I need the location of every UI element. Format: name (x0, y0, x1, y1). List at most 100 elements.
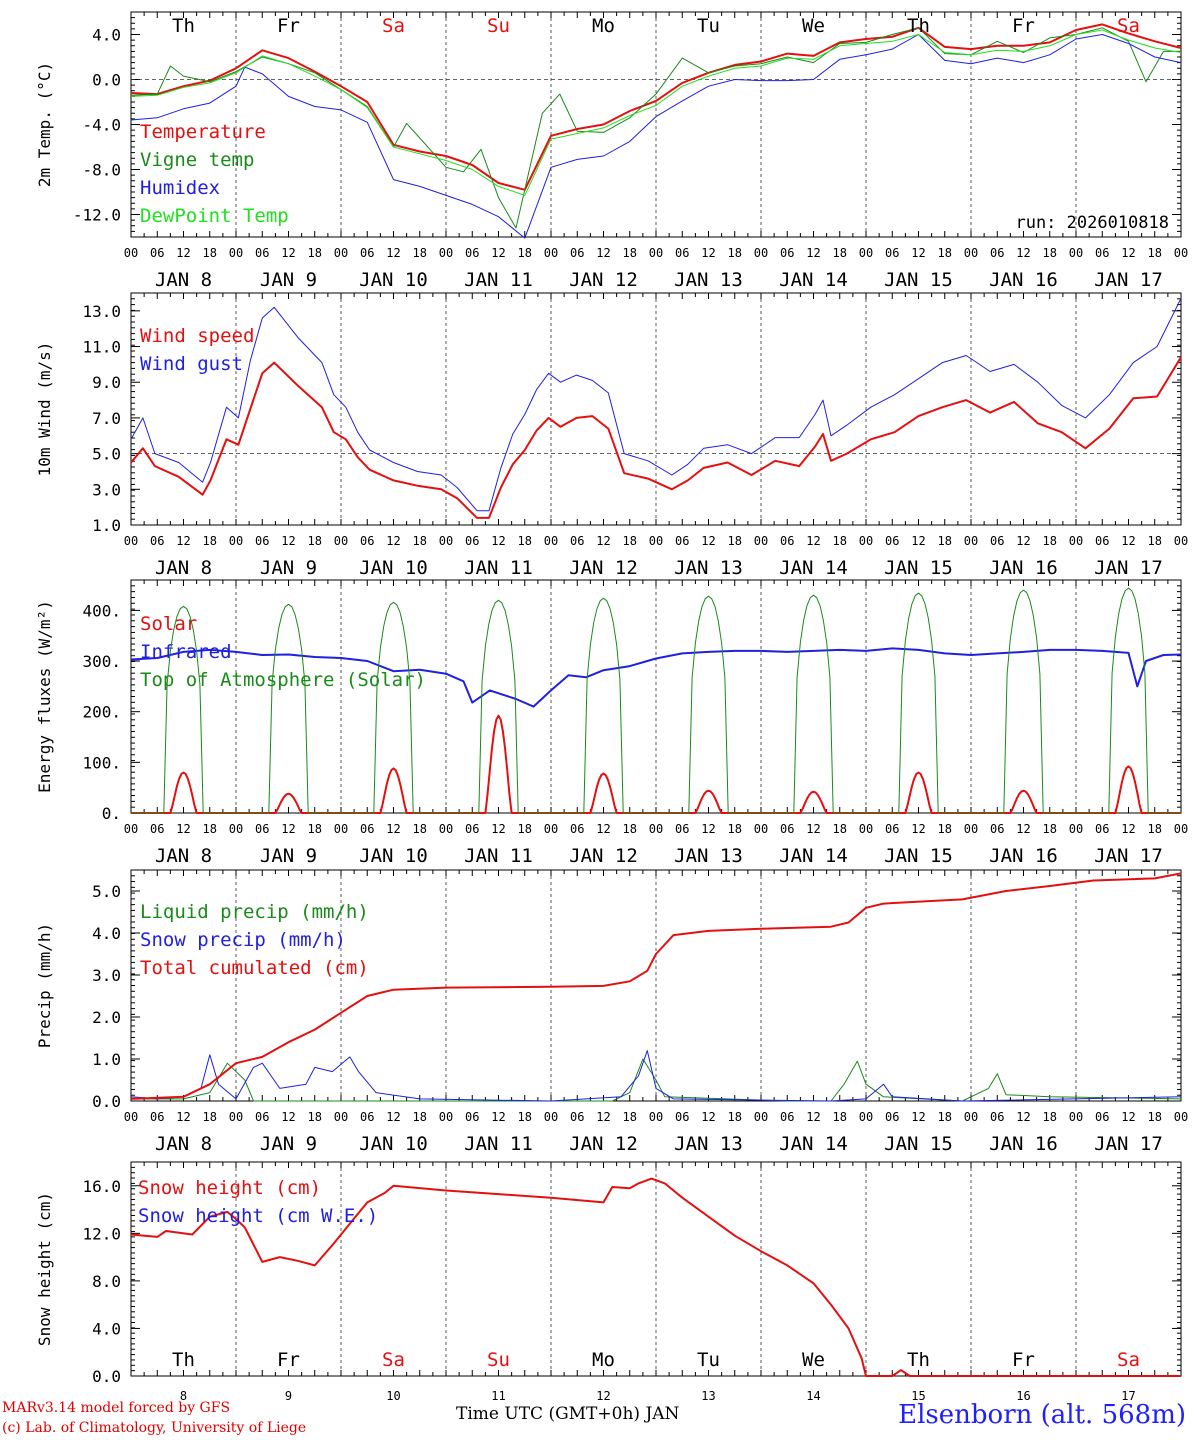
x-hour-tick-label: 00 (124, 822, 138, 836)
x-hour-tick-label: 18 (728, 534, 742, 548)
y-tick-label: 1.0 (92, 516, 121, 535)
x-hour-tick-label: 12 (491, 246, 505, 260)
x-date-label: JAN 10 (359, 1133, 428, 1155)
x-day-number-label: 11 (491, 1389, 505, 1403)
panel-snow: 16.0 12.0 8.0 4.0 0.0 Snow height (cm) Snow he… (35, 1161, 1182, 1403)
x-hour-tick-label: 18 (1148, 534, 1162, 548)
x-day-number-label: 15 (911, 1389, 925, 1403)
series-line-top-of-atmosphere-solar (131, 587, 1181, 814)
x-hour-tick-label: 12 (911, 534, 925, 548)
x-day-number-label: 10 (386, 1389, 400, 1403)
x-hour-tick-label: 06 (360, 1110, 374, 1124)
x-date-label: JAN 8 (155, 269, 212, 291)
x-hour-tick-label: 06 (255, 1110, 269, 1124)
x-hour-tick-label: 06 (675, 534, 689, 548)
y-tick-label: 0.0 (92, 1367, 121, 1386)
y-tick-label: -8.0 (82, 161, 121, 180)
x-hour-tick-label: 00 (544, 1110, 558, 1124)
x-hour-tick-label: 12 (176, 246, 190, 260)
x-hour-tick-label: 18 (1148, 822, 1162, 836)
series-line-wind-speed (130, 356, 1182, 519)
y-tick-label: 2.0 (92, 1008, 121, 1027)
x-hour-tick-label: 18 (203, 246, 217, 260)
legend-entry: Vigne temp (140, 149, 254, 171)
x-hour-tick-label: 12 (1016, 1110, 1030, 1124)
x-hour-tick-label: 18 (413, 246, 427, 260)
y-axis-label: Precip (mm/h) (35, 923, 54, 1048)
x-hour-tick-label: 00 (544, 822, 558, 836)
legend-entry: DewPoint Temp (140, 205, 289, 227)
x-hour-tick-label: 18 (728, 246, 742, 260)
run-label: run: 2026010818 (1015, 213, 1169, 233)
x-hour-tick-label: 06 (990, 246, 1004, 260)
x-hour-tick-label: 06 (885, 246, 899, 260)
x-hour-tick-label: 06 (465, 534, 479, 548)
legend-entry: Snow height (cm) (138, 1177, 321, 1199)
x-hour-tick-label: 12 (911, 822, 925, 836)
x-hour-tick-label: 00 (859, 1110, 873, 1124)
x-hour-tick-label: 18 (623, 534, 637, 548)
x-hour-tick-label: 18 (308, 246, 322, 260)
x-hour-tick-label: 06 (990, 1110, 1004, 1124)
x-hour-tick-label: 06 (780, 1110, 794, 1124)
x-hour-tick-label: 00 (754, 822, 768, 836)
x-date-label: JAN 14 (779, 845, 848, 867)
x-hour-tick-label: 18 (623, 246, 637, 260)
legend-entry: Snow precip (mm/h) (140, 929, 346, 951)
x-hour-tick-label: 12 (281, 1110, 295, 1124)
x-hour-tick-label: 06 (150, 822, 164, 836)
x-hour-tick-label: 06 (150, 1110, 164, 1124)
y-tick-label: 100. (82, 753, 121, 772)
x-hour-tick-label: 18 (938, 1110, 952, 1124)
y-tick-label: 7.0 (92, 409, 121, 428)
x-hour-tick-label: 18 (833, 534, 847, 548)
x-hour-tick-label: 00 (1069, 534, 1083, 548)
x-date-label: JAN 13 (674, 845, 743, 867)
legend-entry: Wind speed (140, 325, 254, 347)
x-date-label: JAN 12 (569, 269, 638, 291)
x-hour-tick-label: 06 (360, 534, 374, 548)
x-hour-tick-label: 00 (544, 246, 558, 260)
series-line-snow-height-cm (130, 1177, 1181, 1377)
x-hour-tick-label: 00 (439, 246, 453, 260)
x-hour-tick-label: 18 (203, 534, 217, 548)
x-hour-tick-label: 18 (728, 822, 742, 836)
x-day-number-label: 16 (1016, 1389, 1030, 1403)
day-of-week-label: Fr (1012, 15, 1035, 37)
x-hour-tick-label: 00 (229, 534, 243, 548)
x-date-label: JAN 10 (359, 269, 428, 291)
x-hour-tick-label: 12 (1121, 534, 1135, 548)
x-date-label: JAN 17 (1094, 557, 1163, 579)
x-hour-tick-label: 12 (911, 1110, 925, 1124)
x-hour-tick-label: 12 (1016, 246, 1030, 260)
x-hour-tick-label: 18 (203, 1110, 217, 1124)
y-tick-label: 9.0 (92, 373, 121, 392)
x-hour-tick-label: 06 (465, 246, 479, 260)
x-hour-tick-label: 06 (675, 1110, 689, 1124)
x-date-label: JAN 16 (989, 1133, 1058, 1155)
x-hour-tick-label: 12 (176, 534, 190, 548)
x-hour-tick-label: 18 (413, 822, 427, 836)
x-hour-tick-label: 12 (386, 1110, 400, 1124)
x-hour-tick-label: 00 (859, 822, 873, 836)
series-line-snow-precip-mm-h (130, 1050, 1182, 1102)
legend-entry: Liquid precip (mm/h) (140, 901, 369, 923)
day-of-week-label: Th (172, 15, 195, 37)
x-date-label: JAN 10 (359, 557, 428, 579)
panel-temperature: 4.0 0.0 -4.0 -8.0 -12.0 2m Temp. (°C) Temperat… (35, 11, 1188, 291)
series-line-temperature (130, 23, 1182, 191)
series-line-humidex (130, 34, 1182, 239)
x-hour-tick-label: 12 (911, 246, 925, 260)
x-hour-tick-label: 18 (518, 534, 532, 548)
x-hour-tick-label: 00 (1174, 246, 1188, 260)
x-date-label: JAN 12 (569, 1133, 638, 1155)
day-of-week-label: Sa (382, 15, 405, 37)
x-hour-tick-label: 12 (281, 534, 295, 548)
x-hour-tick-label: 06 (360, 822, 374, 836)
x-date-label: JAN 12 (569, 845, 638, 867)
time-axis-label: Time UTC (GMT+0h) JAN (456, 1404, 680, 1424)
x-hour-tick-label: 12 (1016, 534, 1030, 548)
x-date-label: JAN 9 (260, 269, 317, 291)
x-hour-tick-label: 18 (1043, 534, 1057, 548)
x-hour-tick-label: 12 (806, 246, 820, 260)
